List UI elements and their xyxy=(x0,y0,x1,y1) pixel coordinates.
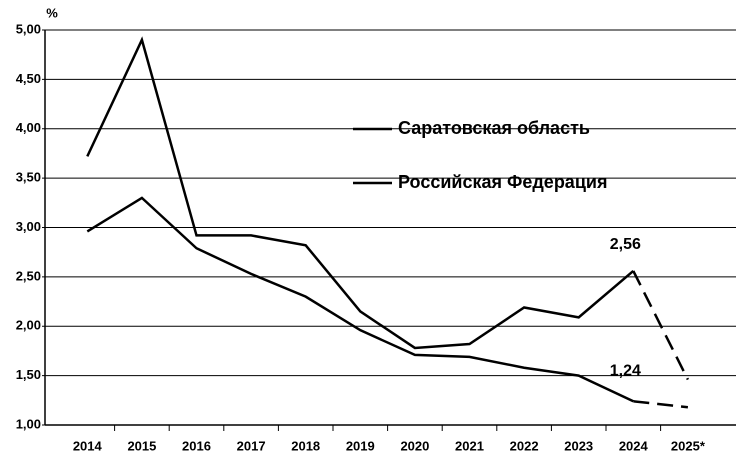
line xyxy=(86,36,635,350)
data-label: 2,56 xyxy=(610,236,641,253)
x-tick-label: 2023 xyxy=(564,438,593,453)
x-tick-label: 2015 xyxy=(127,438,156,453)
x-tick-label: 2018 xyxy=(291,438,320,453)
x-tick-label: 2024 xyxy=(619,438,649,453)
y-tick-label: 4,50 xyxy=(16,71,41,86)
y-tick-label: 1,00 xyxy=(16,416,41,431)
legend-label: Саратовская область xyxy=(398,118,590,138)
legend-label: Российская Федерация xyxy=(398,172,607,192)
x-tick-label: 2014 xyxy=(73,438,103,453)
x-tick-label: 2021 xyxy=(455,438,484,453)
line-forecast xyxy=(632,270,690,381)
y-axis-label: % xyxy=(46,5,58,20)
y-tick-label: 1,50 xyxy=(16,367,41,382)
data-label: 1,24 xyxy=(610,363,641,380)
y-tick-label: 3,50 xyxy=(16,170,41,185)
x-tick-label: 2025* xyxy=(671,438,706,453)
y-tick-label: 2,00 xyxy=(16,318,41,333)
x-tick-label: 2017 xyxy=(237,438,266,453)
y-tick-label: 4,00 xyxy=(16,120,41,135)
x-tick-label: 2020 xyxy=(400,438,429,453)
line-forecast xyxy=(633,400,689,409)
y-tick-label: 5,00 xyxy=(16,21,41,36)
y-tick-label: 2,50 xyxy=(16,268,41,283)
line xyxy=(86,196,634,403)
x-tick-label: 2022 xyxy=(510,438,539,453)
y-tick-label: 3,00 xyxy=(16,219,41,234)
x-tick-label: 2016 xyxy=(182,438,211,453)
x-tick-label: 2019 xyxy=(346,438,375,453)
